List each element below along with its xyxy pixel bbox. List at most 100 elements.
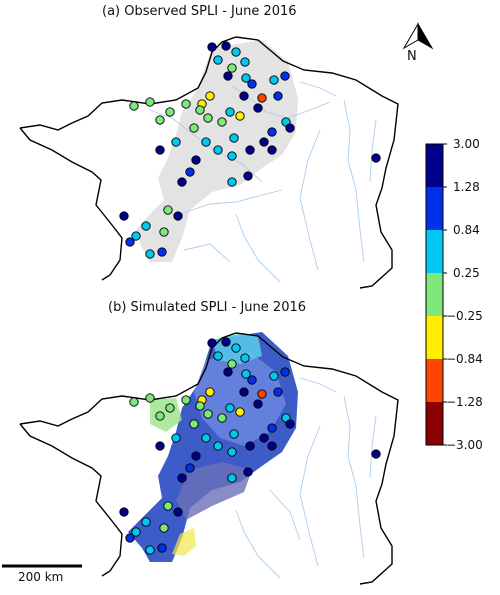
france-coastline	[19, 332, 399, 585]
observed-station-marker	[213, 145, 223, 155]
simulated-station-marker	[203, 409, 213, 419]
simulated-stations	[119, 337, 381, 555]
france-west-coast	[19, 423, 123, 577]
colorbar-tick-label: 1.28	[453, 180, 480, 194]
observed-station-marker	[231, 47, 241, 57]
simulated-station-marker	[243, 467, 253, 477]
simulated-field-green	[150, 398, 182, 432]
observed-station-marker	[259, 137, 269, 147]
observed-station-marker	[141, 221, 151, 231]
observed-station-marker	[213, 55, 223, 65]
colorbar	[425, 143, 447, 446]
colorbar-tick-label: 0.25	[453, 266, 480, 280]
simulated-station-marker	[247, 375, 257, 385]
simulated-station-marker	[241, 369, 251, 379]
observed-station-marker	[191, 155, 201, 165]
simulated-station-marker	[171, 433, 181, 443]
simulated-station-marker	[285, 419, 295, 429]
colorbar-tick-label: −1.28	[446, 395, 483, 409]
simulated-station-marker	[173, 507, 183, 517]
observed-station-marker	[269, 75, 279, 85]
observed-station-marker	[181, 99, 191, 109]
simulated-station-marker	[231, 343, 241, 353]
observed-station-marker	[285, 123, 295, 133]
observed-station-marker	[155, 115, 165, 125]
simulated-station-marker	[141, 517, 151, 527]
simulated-station-marker	[267, 423, 277, 433]
observed-station-marker	[177, 177, 187, 187]
simulated-station-marker	[157, 543, 167, 553]
observed-station-marker	[243, 171, 253, 181]
observed-station-marker	[155, 145, 165, 155]
simulated-station-marker	[163, 501, 173, 511]
colorbar-frame	[425, 143, 444, 446]
simulated-station-marker	[177, 473, 187, 483]
colorbar-tick-label: −0.25	[446, 309, 483, 323]
observed-map-panel	[19, 36, 399, 289]
observed-station-marker	[125, 237, 135, 247]
simulated-station-marker	[229, 429, 239, 439]
observed-station-marker	[129, 101, 139, 111]
observed-station-marker	[227, 177, 237, 187]
observed-stations	[119, 41, 381, 259]
simulated-station-marker	[205, 387, 215, 397]
colorbar-segment	[426, 402, 443, 445]
observed-station-marker	[189, 123, 199, 133]
colorbar-tick-label: −0.84	[446, 352, 483, 366]
simulated-station-marker	[155, 411, 165, 421]
observed-station-marker	[207, 42, 217, 52]
simulated-field-yellow	[172, 528, 196, 556]
colorbar-segment	[426, 230, 443, 273]
observed-station-marker	[165, 107, 175, 117]
observed-station-marker	[201, 137, 211, 147]
observed-station-marker	[267, 145, 277, 155]
observed-station-marker	[239, 91, 249, 101]
simulated-station-marker	[195, 401, 205, 411]
colorbar-segment	[426, 359, 443, 402]
simulated-station-marker	[227, 359, 237, 369]
simulated-map-panel	[19, 332, 399, 585]
simulated-station-marker	[267, 441, 277, 451]
observed-station-marker	[195, 105, 205, 115]
observed-station-marker	[241, 73, 251, 83]
observed-station-marker	[145, 97, 155, 107]
simulated-station-marker	[257, 389, 267, 399]
simulated-station-marker	[129, 397, 139, 407]
observed-station-marker	[217, 117, 227, 127]
simulated-station-marker	[155, 441, 165, 451]
simulated-station-marker	[189, 419, 199, 429]
observed-station-marker	[245, 145, 255, 155]
simulated-station-marker	[253, 399, 263, 409]
observed-station-marker	[227, 151, 237, 161]
observed-station-marker	[119, 211, 129, 221]
simulated-station-marker	[240, 353, 250, 363]
france-coastline	[19, 36, 399, 289]
simulated-station-marker	[273, 387, 283, 397]
simulated-station-marker	[239, 387, 249, 397]
simulated-station-marker	[223, 367, 233, 377]
simulated-station-marker	[145, 393, 155, 403]
observed-station-marker	[371, 153, 381, 163]
observed-station-marker	[253, 103, 263, 113]
observed-station-marker	[157, 247, 167, 257]
simulated-station-marker	[221, 337, 231, 347]
observed-station-marker	[203, 113, 213, 123]
observed-station-marker	[280, 71, 290, 81]
simulated-station-marker	[213, 441, 223, 451]
north-label: N	[407, 49, 417, 64]
observed-station-marker	[225, 107, 235, 117]
observed-station-marker	[227, 63, 237, 73]
colorbar-tick-label: −3.00	[446, 438, 483, 452]
colorbar-segment	[426, 144, 443, 187]
simulated-station-marker	[201, 433, 211, 443]
observed-station-marker	[185, 167, 195, 177]
simulated-station-marker	[227, 447, 237, 457]
simulated-station-marker	[269, 371, 279, 381]
river-network	[235, 377, 377, 579]
colorbar-tick-label: 0.84	[453, 223, 480, 237]
simulated-station-marker	[181, 395, 191, 405]
observed-station-marker	[221, 41, 231, 51]
north-arrow-icon	[402, 22, 434, 50]
simulated-station-marker	[245, 441, 255, 451]
